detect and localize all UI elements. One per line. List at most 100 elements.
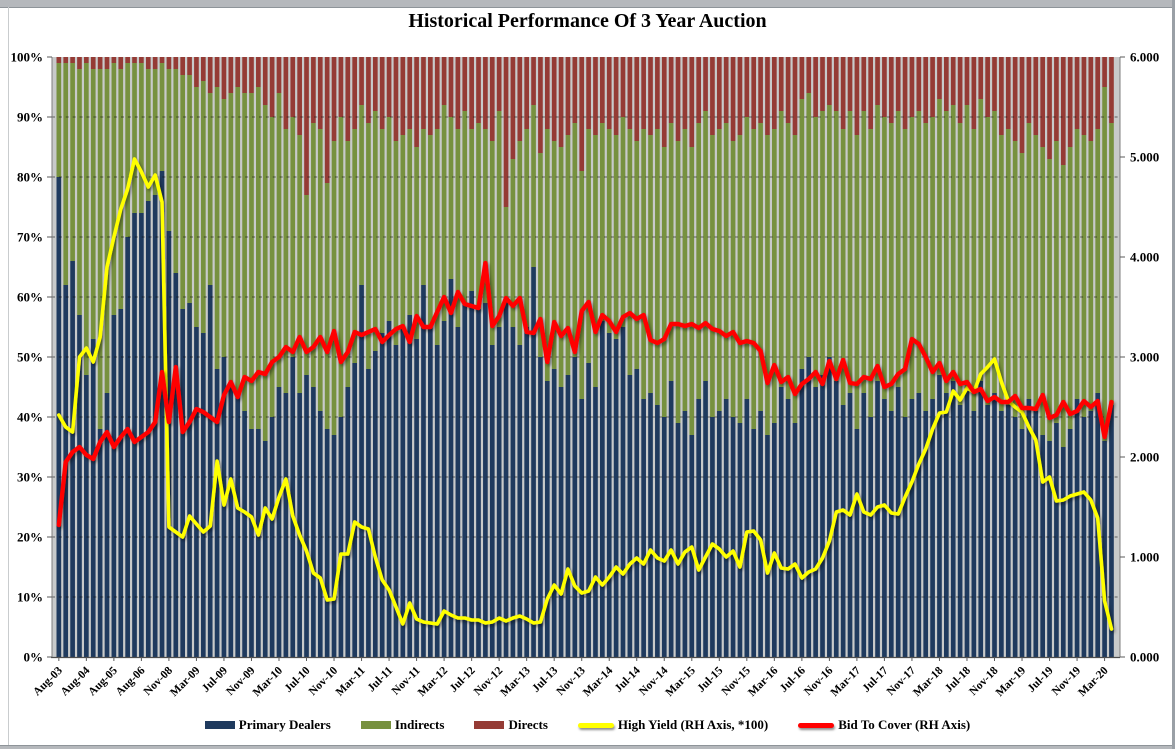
bar-directs <box>56 57 62 63</box>
bar-directs <box>276 57 282 93</box>
bar-indirects <box>613 135 619 339</box>
bar-primary-dealers <box>1033 411 1039 657</box>
bar-directs <box>978 57 984 99</box>
bar-indirects <box>1067 147 1073 429</box>
bar-directs <box>269 57 275 117</box>
bar-primary-dealers <box>957 405 963 657</box>
bar-indirects <box>531 105 536 267</box>
bar-directs <box>455 57 461 129</box>
bar-directs <box>428 57 433 135</box>
bar-indirects <box>565 135 571 375</box>
bar-primary-dealers <box>627 375 633 657</box>
bar-primary-dealers <box>483 303 488 657</box>
bar-indirects <box>269 117 275 417</box>
bar-primary-dealers <box>1019 429 1025 657</box>
bar-primary-dealers <box>317 411 323 657</box>
bar-indirects <box>462 111 468 303</box>
bar-directs <box>207 57 213 93</box>
bar-directs <box>214 57 220 87</box>
bar-primary-dealers <box>180 309 186 657</box>
bar-indirects <box>716 129 722 411</box>
bar-primary-dealers <box>194 327 199 657</box>
bar-indirects <box>840 129 846 405</box>
bar-primary-dealers <box>324 429 330 657</box>
bar-primary-dealers <box>655 405 660 657</box>
bar-primary-dealers <box>744 399 750 657</box>
bar-directs <box>152 57 158 69</box>
bar-primary-dealers <box>696 399 702 657</box>
bar-primary-dealers <box>565 375 571 657</box>
bar-indirects <box>331 141 337 435</box>
bar-primary-dealers <box>173 273 179 657</box>
bar-primary-dealers <box>944 393 949 657</box>
bar-indirects <box>799 99 805 369</box>
bar-indirects <box>393 141 399 345</box>
bar-primary-dealers <box>978 381 984 657</box>
bar-primary-dealers <box>985 405 990 657</box>
bar-primary-dealers <box>861 393 867 657</box>
bar-indirects <box>937 99 942 375</box>
bar-indirects <box>655 129 660 405</box>
legend-item-directs: Directs <box>474 717 548 733</box>
bar-indirects <box>586 129 591 363</box>
bar-directs <box>476 57 481 123</box>
bar-indirects <box>256 87 261 429</box>
bar-directs <box>194 57 199 87</box>
bar-indirects <box>792 135 798 423</box>
bar-indirects <box>228 93 234 387</box>
legend-label: Bid To Cover (RH Axis) <box>838 717 971 732</box>
bar-primary-dealers <box>950 381 956 657</box>
bar-indirects <box>806 93 812 357</box>
bar-primary-dealers <box>895 387 901 657</box>
bar-indirects <box>180 75 186 309</box>
bar-indirects <box>145 69 151 201</box>
bar-indirects <box>166 69 172 231</box>
bar-indirects <box>827 105 832 357</box>
bar-directs <box>1067 57 1073 147</box>
bar-indirects <box>70 63 75 261</box>
bar-directs <box>723 57 729 123</box>
x-tick-label: Mar-18 <box>911 664 946 699</box>
bar-primary-dealers <box>496 327 502 657</box>
bar-indirects <box>503 207 509 297</box>
bar-primary-dealers <box>276 387 282 657</box>
bar-directs <box>586 57 591 129</box>
bar-indirects <box>641 129 646 399</box>
bar-directs <box>682 57 688 129</box>
bar-directs <box>558 57 564 147</box>
bar-primary-dealers <box>937 375 942 657</box>
bar-indirects <box>84 63 89 375</box>
y-right-tick-label: 5.000 <box>1130 150 1159 165</box>
bar-directs <box>785 57 791 123</box>
bar-primary-dealers <box>600 321 605 657</box>
bar-directs <box>290 57 296 117</box>
bar-primary-dealers <box>971 411 977 657</box>
bar-primary-dealers <box>304 375 309 657</box>
bar-primary-dealers <box>359 285 364 657</box>
bar-directs <box>159 57 165 63</box>
bar-indirects <box>737 135 743 423</box>
bar-indirects <box>847 111 853 393</box>
bar-indirects <box>944 111 949 393</box>
bar-indirects <box>352 129 358 363</box>
bid-to-cover-line-swatch <box>798 722 835 728</box>
bar-directs <box>806 57 812 93</box>
bar-indirects <box>428 135 433 327</box>
bar-indirects <box>875 105 880 381</box>
bar-indirects <box>682 129 688 411</box>
bar-directs <box>737 57 743 135</box>
bar-primary-dealers <box>820 375 825 657</box>
bar-primary-dealers <box>888 411 894 657</box>
bar-indirects <box>483 129 488 303</box>
bar-primary-dealers <box>916 393 922 657</box>
bar-primary-dealers <box>517 345 523 657</box>
bar-indirects <box>324 183 330 429</box>
bar-indirects <box>200 81 206 333</box>
bar-primary-dealers <box>1060 447 1066 657</box>
x-tick-label: Mar-13 <box>498 664 533 699</box>
bar-indirects <box>1012 141 1018 417</box>
bar-primary-dealers <box>923 411 929 657</box>
bar-indirects <box>703 111 708 381</box>
bar-indirects <box>297 135 302 393</box>
